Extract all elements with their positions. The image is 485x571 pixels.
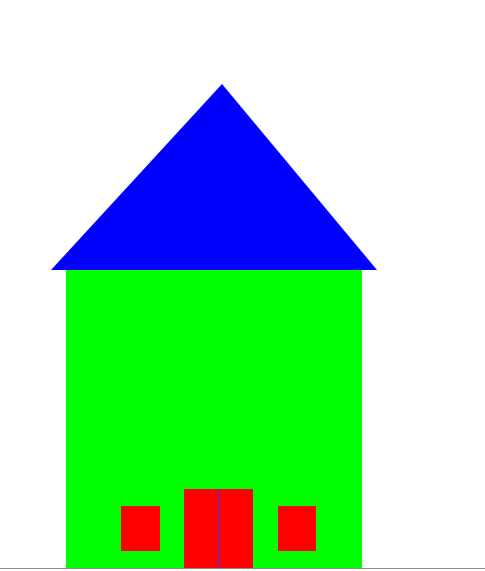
left-window [121,506,160,551]
house-roof [51,84,377,270]
right-window [278,506,316,551]
